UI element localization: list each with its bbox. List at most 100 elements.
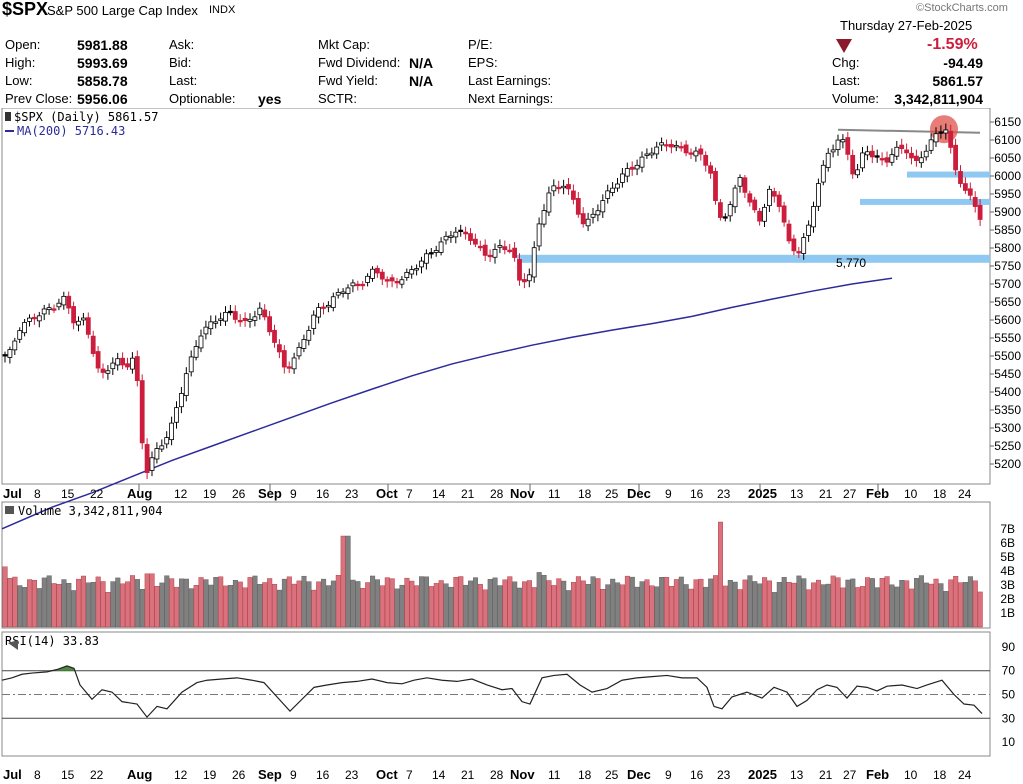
volume-legend-icon — [5, 506, 14, 514]
volume-bar — [399, 584, 405, 628]
volume-bar — [198, 577, 204, 628]
price-date-label-2: 15 — [61, 487, 75, 501]
resistance-zone-2 — [860, 198, 990, 205]
candle-body — [203, 326, 209, 335]
quote-l3-0: Mkt Cap: — [318, 37, 371, 52]
price-date-label-26: 13 — [790, 487, 804, 501]
candle-body — [600, 200, 606, 213]
volume-bar — [634, 586, 640, 628]
price-panel — [1, 108, 991, 485]
candle-body — [423, 253, 429, 264]
rsi-date-label-10: 16 — [316, 768, 330, 782]
volume-bar — [90, 582, 96, 628]
candle-body — [482, 244, 488, 256]
candle-body — [571, 190, 576, 200]
candle-body — [732, 187, 738, 208]
candle-body — [909, 152, 914, 159]
candle-body — [556, 186, 562, 190]
volume-bar — [811, 582, 817, 628]
candle-body — [904, 149, 909, 154]
volume-bar — [899, 580, 905, 628]
quote-v1-3: 5956.06 — [77, 91, 128, 107]
candle-body — [144, 444, 150, 474]
volume-bar — [365, 582, 371, 628]
volume-tick-label-3: 4B — [1000, 564, 1015, 578]
volume-bar — [767, 580, 773, 628]
candle-body — [85, 317, 91, 335]
price-tick-label-7: 5500 — [994, 349, 1021, 363]
volume-bar — [85, 582, 91, 628]
candle-body — [585, 218, 591, 227]
rsi-date-label-23: 16 — [690, 768, 704, 782]
quote-right-label-0: Chg: — [832, 55, 860, 70]
volume-bar — [375, 579, 381, 628]
volume-bar — [487, 579, 493, 628]
price-date-label-6: 19 — [203, 487, 217, 501]
volume-bar — [865, 577, 871, 628]
candle-body — [487, 254, 493, 258]
price-date-label-21: Dec — [627, 486, 651, 501]
rsi-date-label-29: Feb — [866, 767, 889, 782]
candle-body — [227, 310, 233, 314]
rsi-overbought-fill — [2, 665, 74, 671]
symbol-title: $SPX — [2, 0, 49, 19]
candle-body — [453, 231, 459, 238]
candle-body — [198, 335, 204, 349]
volume-bar — [722, 585, 728, 628]
volume-bar — [80, 575, 86, 628]
volume-bar — [718, 521, 724, 628]
volume-bar — [61, 579, 67, 628]
volume-bar — [252, 575, 258, 628]
volume-bar — [860, 586, 866, 628]
price-date-label-7: 26 — [232, 487, 246, 501]
rsi-date-label-30: 10 — [904, 768, 918, 782]
candle-body — [747, 193, 753, 203]
candle-body — [379, 271, 385, 280]
volume-bar — [213, 577, 219, 628]
rsi-line — [1, 665, 983, 719]
candle-body — [306, 330, 312, 341]
price-date-label-24: 23 — [717, 487, 731, 501]
volume-bar — [428, 586, 434, 628]
down-arrow-icon — [836, 39, 852, 53]
volume-bar — [159, 582, 165, 628]
candle-body — [414, 268, 420, 271]
quote-l4-2: Last Earnings: — [468, 73, 552, 88]
volume-bar — [693, 579, 699, 628]
change-percent: -1.59% — [927, 36, 978, 53]
candle-body — [541, 210, 547, 225]
candle-body — [526, 274, 532, 282]
volume-bar — [556, 578, 562, 628]
candle-body — [502, 246, 508, 251]
candle-body — [213, 321, 219, 324]
volume-bar — [737, 589, 743, 628]
volume-bar — [404, 577, 410, 628]
price-date-label-28: 27 — [843, 487, 857, 501]
volume-bar — [311, 589, 317, 628]
candle-body — [252, 316, 258, 321]
candle-body — [159, 445, 165, 450]
volume-bar — [531, 587, 537, 628]
volume-bar — [639, 581, 645, 628]
quote-l2-2: Last: — [169, 73, 198, 88]
candle-body — [340, 291, 346, 294]
volume-bar — [414, 585, 420, 628]
volume-bar — [786, 582, 792, 628]
volume-bar — [546, 580, 552, 628]
candle-body — [291, 357, 297, 370]
price-tick-label-2: 5250 — [994, 439, 1021, 453]
quote-l4-1: EPS: — [468, 55, 498, 70]
volume-bar — [326, 585, 332, 628]
candle-body — [683, 144, 689, 154]
candle-body — [56, 302, 62, 308]
volume-bar — [575, 576, 581, 628]
candle-body — [365, 275, 371, 283]
candle-body — [316, 307, 322, 318]
candle-body — [752, 199, 758, 211]
volume-bar — [536, 572, 542, 628]
quote-right-label-1: Last: — [832, 73, 861, 88]
volume-bar — [316, 581, 322, 628]
candle-body — [757, 210, 762, 222]
candle-body — [223, 311, 228, 322]
